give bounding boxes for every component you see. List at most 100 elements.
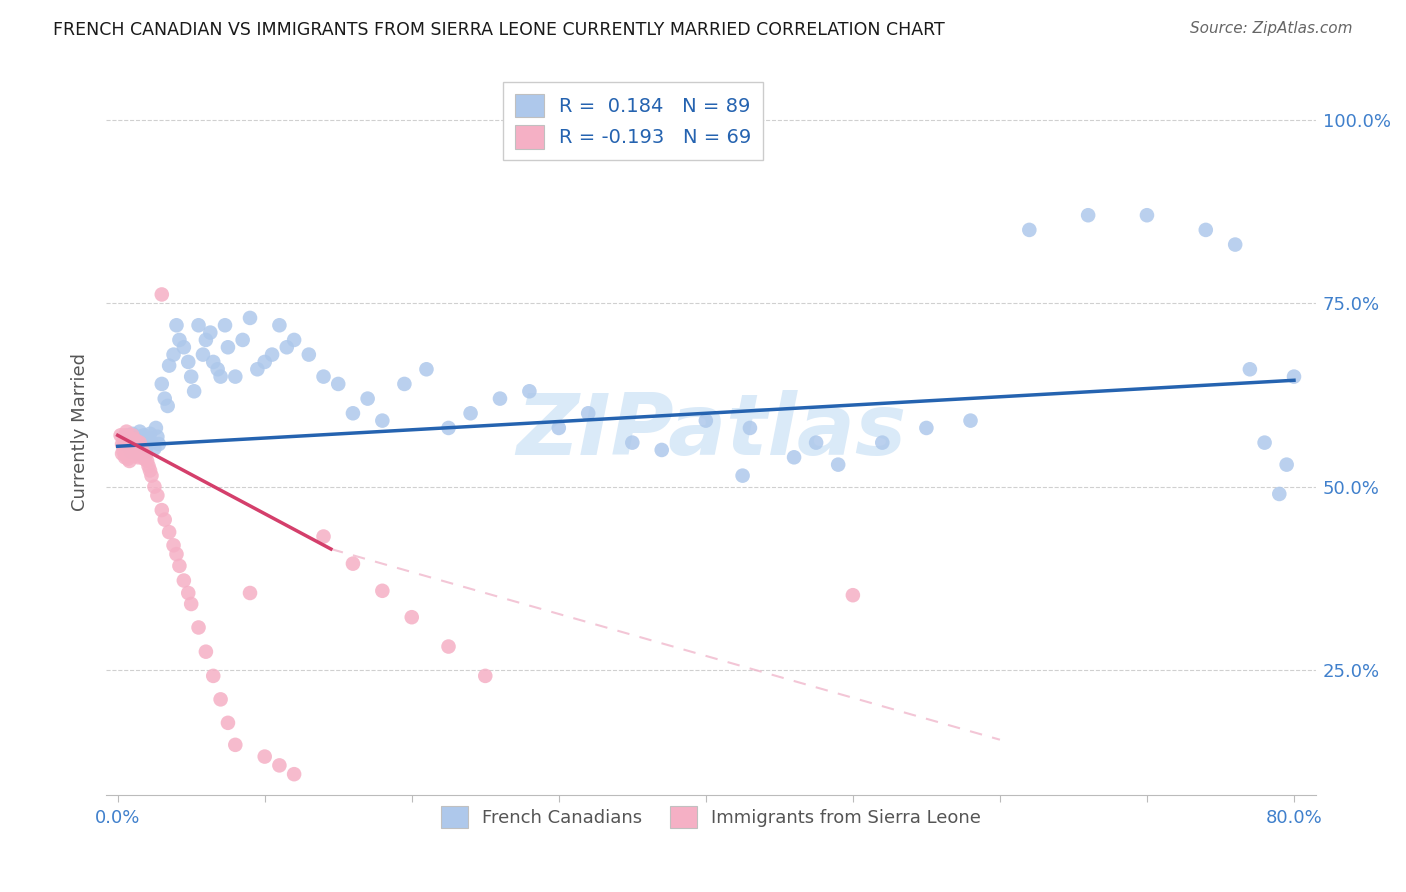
Point bbox=[131, 434, 153, 449]
Point bbox=[166, 318, 188, 333]
Point bbox=[194, 333, 217, 347]
Point bbox=[128, 447, 150, 461]
Point bbox=[1275, 458, 1298, 472]
Point bbox=[150, 376, 173, 391]
Point bbox=[153, 513, 176, 527]
Point bbox=[162, 538, 184, 552]
Point bbox=[125, 434, 148, 449]
Point bbox=[120, 444, 142, 458]
Point bbox=[415, 362, 437, 376]
Point bbox=[114, 450, 136, 465]
Point bbox=[150, 287, 173, 301]
Point bbox=[224, 738, 246, 752]
Point bbox=[143, 480, 166, 494]
Point bbox=[214, 318, 236, 333]
Point bbox=[134, 428, 156, 442]
Point bbox=[115, 425, 138, 439]
Point bbox=[187, 620, 209, 634]
Point bbox=[134, 451, 156, 466]
Point bbox=[150, 503, 173, 517]
Point bbox=[145, 421, 167, 435]
Point bbox=[209, 692, 232, 706]
Point bbox=[112, 434, 135, 449]
Point bbox=[394, 376, 416, 391]
Point bbox=[872, 435, 894, 450]
Point bbox=[371, 414, 394, 428]
Point bbox=[138, 459, 160, 474]
Point bbox=[128, 430, 150, 444]
Point bbox=[276, 340, 298, 354]
Point bbox=[117, 428, 139, 442]
Point bbox=[117, 451, 139, 466]
Point bbox=[489, 392, 512, 406]
Point bbox=[173, 574, 195, 588]
Point bbox=[156, 399, 179, 413]
Point bbox=[128, 425, 150, 439]
Point bbox=[180, 597, 202, 611]
Point bbox=[1136, 208, 1159, 222]
Point bbox=[298, 348, 321, 362]
Text: ZIPatlas: ZIPatlas bbox=[516, 390, 905, 473]
Point bbox=[148, 437, 170, 451]
Point bbox=[224, 369, 246, 384]
Point bbox=[124, 437, 146, 451]
Point bbox=[401, 610, 423, 624]
Point bbox=[157, 525, 180, 540]
Point bbox=[131, 444, 153, 458]
Point bbox=[111, 437, 134, 451]
Point bbox=[120, 434, 142, 449]
Point bbox=[1282, 369, 1305, 384]
Point bbox=[153, 392, 176, 406]
Point bbox=[371, 583, 394, 598]
Point bbox=[122, 432, 145, 446]
Point bbox=[121, 426, 143, 441]
Point bbox=[180, 369, 202, 384]
Point bbox=[217, 715, 239, 730]
Point bbox=[122, 442, 145, 457]
Point bbox=[246, 362, 269, 376]
Point bbox=[169, 333, 191, 347]
Point bbox=[519, 384, 541, 399]
Point bbox=[127, 447, 149, 461]
Point bbox=[122, 435, 145, 450]
Point bbox=[239, 586, 262, 600]
Point bbox=[342, 406, 364, 420]
Point bbox=[194, 645, 217, 659]
Point bbox=[232, 333, 254, 347]
Point bbox=[136, 437, 159, 451]
Point bbox=[115, 437, 138, 451]
Point bbox=[124, 437, 146, 451]
Point bbox=[783, 450, 806, 465]
Point bbox=[1239, 362, 1261, 376]
Point bbox=[166, 547, 188, 561]
Point bbox=[283, 767, 305, 781]
Text: Source: ZipAtlas.com: Source: ZipAtlas.com bbox=[1189, 21, 1353, 37]
Point bbox=[169, 558, 191, 573]
Point bbox=[328, 376, 350, 391]
Point bbox=[269, 318, 291, 333]
Point bbox=[129, 439, 152, 453]
Point bbox=[138, 432, 160, 446]
Point bbox=[139, 426, 162, 441]
Point bbox=[115, 434, 138, 449]
Point bbox=[915, 421, 938, 435]
Point bbox=[959, 414, 981, 428]
Point bbox=[262, 348, 284, 362]
Point bbox=[460, 406, 482, 420]
Point bbox=[136, 454, 159, 468]
Point bbox=[128, 435, 150, 450]
Point bbox=[125, 442, 148, 456]
Point bbox=[1268, 487, 1291, 501]
Point bbox=[117, 430, 139, 444]
Point bbox=[121, 448, 143, 462]
Point bbox=[1077, 208, 1099, 222]
Point bbox=[157, 359, 180, 373]
Point bbox=[121, 428, 143, 442]
Point bbox=[437, 421, 460, 435]
Point bbox=[239, 310, 262, 325]
Point bbox=[695, 414, 717, 428]
Point bbox=[312, 369, 335, 384]
Point bbox=[111, 447, 134, 461]
Point bbox=[269, 758, 291, 772]
Point bbox=[141, 435, 163, 450]
